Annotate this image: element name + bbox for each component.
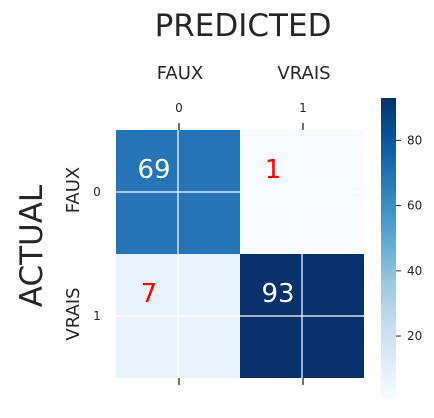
y-category-labels: FAUX VRAIS: [63, 167, 84, 341]
colorbar: [381, 98, 396, 398]
x-category-label-0: FAUX: [157, 63, 204, 84]
y-tick-label-0: 0: [93, 185, 101, 199]
colorbar-tick-label-0: 20: [407, 329, 422, 343]
cell-value-r1-c0: 7: [141, 279, 158, 309]
y-axis-label: ACTUAL: [14, 184, 50, 307]
cell-value-r1-c1: 93: [261, 279, 294, 309]
y-category-label-1: VRAIS: [63, 287, 84, 340]
colorbar-tick-label-3: 80: [407, 133, 422, 147]
y-tick-label-1: 1: [93, 309, 101, 323]
cell-value-r0-c1: 1: [265, 155, 282, 185]
x-tick-label-1: 1: [299, 101, 307, 115]
x-category-labels: FAUX VRAIS: [157, 63, 331, 84]
colorbar-tick-label-2: 60: [407, 199, 422, 213]
colorbar-tick-label-1: 40: [407, 264, 422, 278]
colorbar-ticks: 20 40 60 80: [396, 133, 422, 343]
x-category-label-1: VRAIS: [277, 63, 330, 84]
axis-ticks: 0 0 1 1: [93, 101, 307, 385]
heatmap-grid: [116, 130, 364, 378]
cell-annotations: 69 1 7 93: [137, 155, 294, 309]
cell-value-r0-c0: 69: [137, 155, 170, 185]
y-category-label-0: FAUX: [63, 167, 84, 214]
x-tick-label-0: 0: [175, 101, 183, 115]
chart-title: PREDICTED: [155, 8, 332, 44]
